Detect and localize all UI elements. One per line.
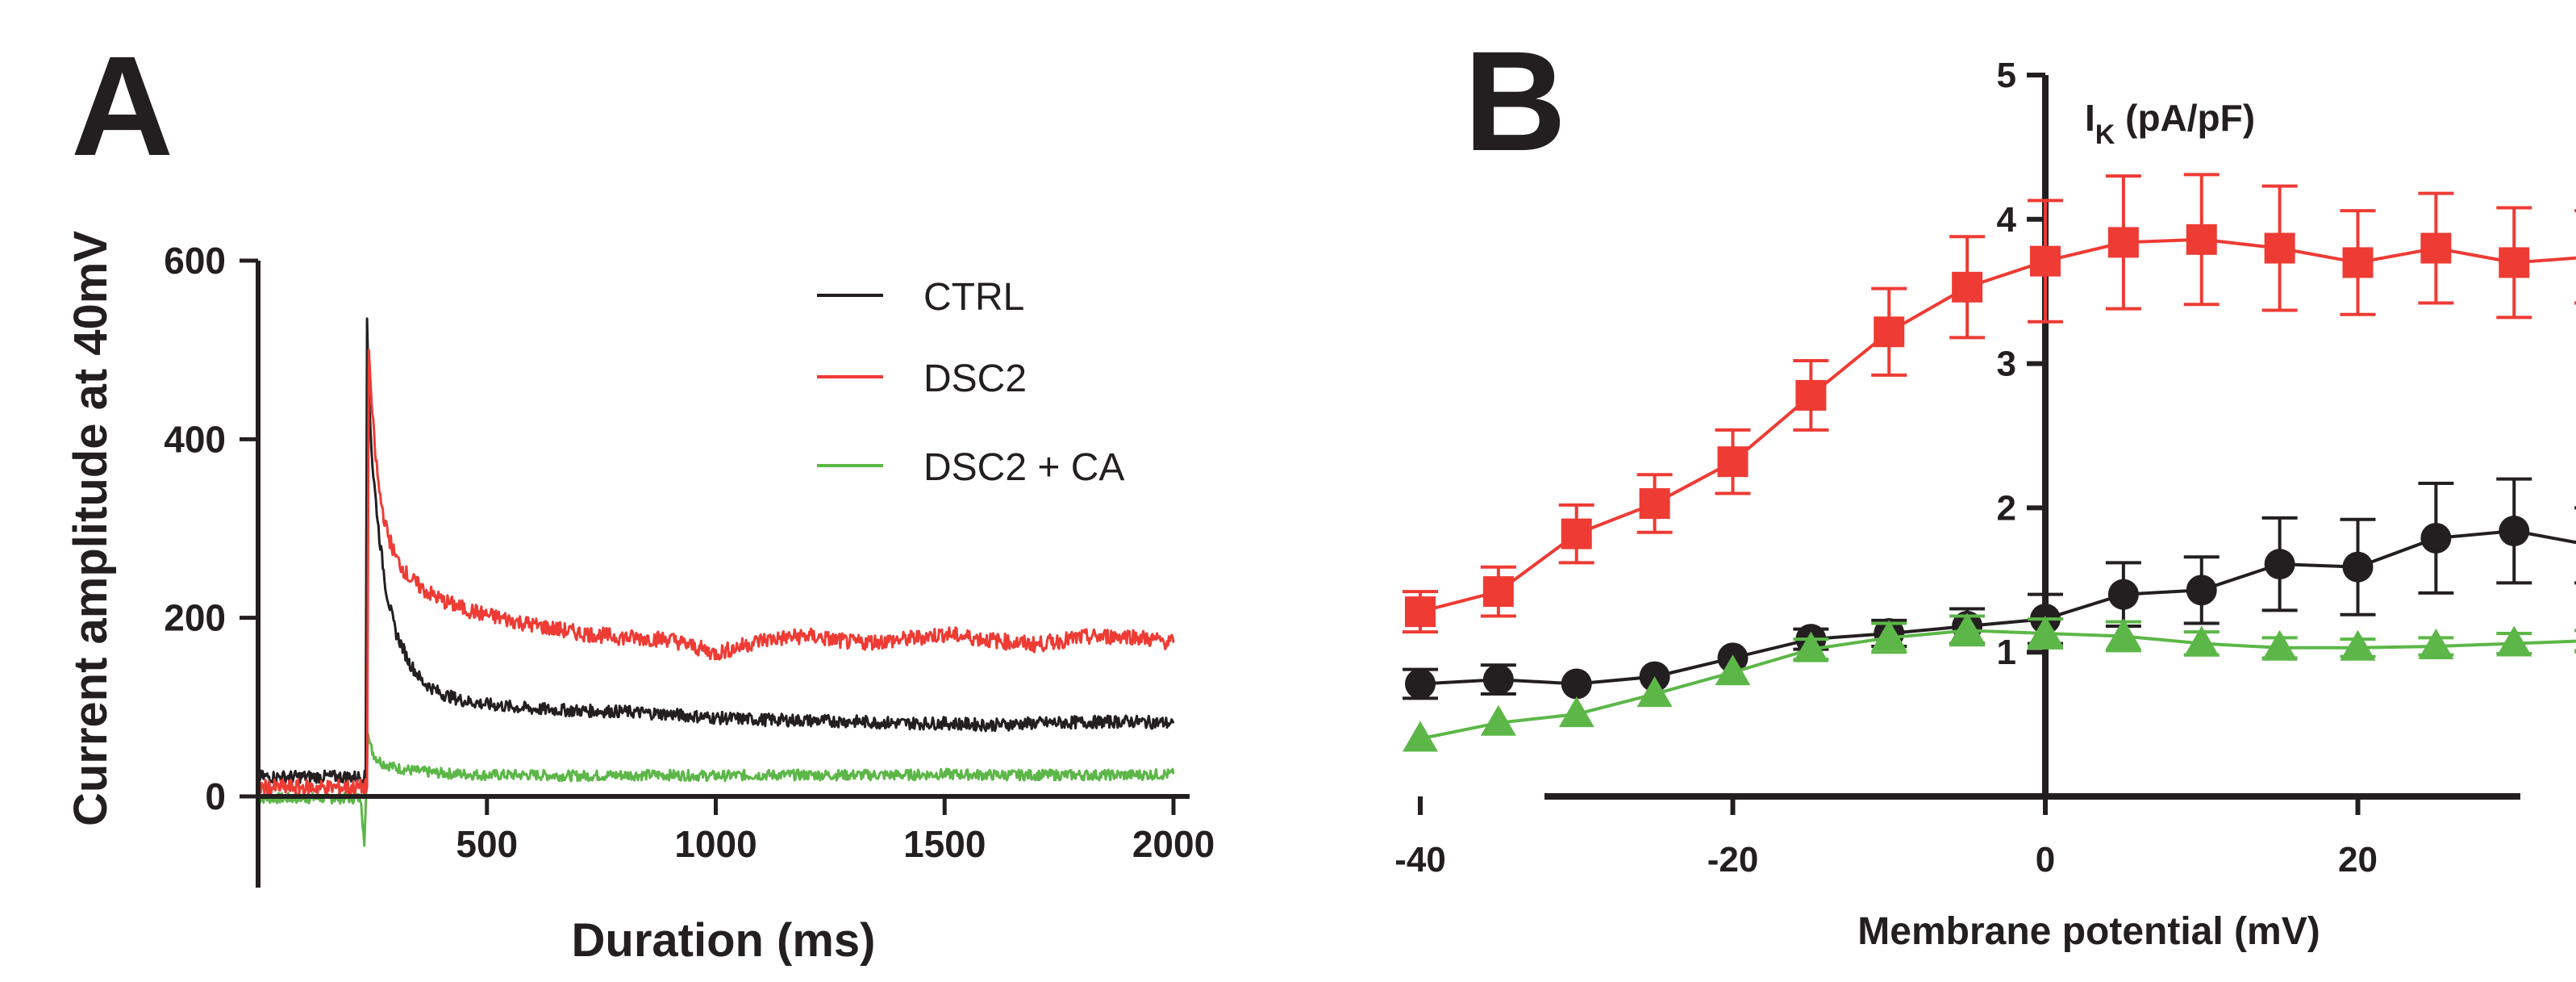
panel-a-legend: CTRL DSC2 DSC2 + CA — [817, 276, 1124, 489]
panel-b-y-tick-label: 4 — [1997, 200, 2017, 240]
data-point-square — [1717, 446, 1749, 478]
series-dsc2-ca — [1403, 612, 2576, 752]
data-point-triangle — [2183, 625, 2220, 657]
data-point-triangle — [1558, 696, 1594, 728]
panel-b-ticks: -40-200204012345 — [1394, 56, 2378, 880]
data-point-triangle — [2496, 625, 2532, 657]
ylabel-main: I — [2085, 97, 2095, 139]
data-point-square — [1482, 576, 1514, 608]
panel-a-x-tick-label: 500 — [456, 823, 518, 865]
data-point-square — [2420, 232, 2452, 264]
data-point-triangle — [2418, 629, 2454, 659]
panel-label-a: A — [71, 27, 173, 186]
panel-b-series — [1403, 173, 2576, 752]
panel-a-x-tick-label: 1000 — [674, 823, 757, 865]
series-dsc2 — [1403, 173, 2576, 634]
data-point-square — [1561, 518, 1592, 550]
legend-label-ctrl: CTRL — [923, 276, 1024, 319]
data-point-triangle — [1715, 654, 1751, 686]
data-point-square — [2264, 232, 2295, 264]
panel-a-x-tick-label: 2000 — [1132, 823, 1215, 865]
panel-b-y-tick-label: 3 — [1997, 345, 2016, 384]
panel-b-y-tick-label: 5 — [1997, 56, 2016, 95]
panel-a-y-axis-title: Current amplitude at 40mV — [65, 231, 117, 826]
trace-ctrl — [256, 317, 1175, 784]
data-point-triangle — [1871, 620, 1907, 651]
data-point-square — [2186, 224, 2217, 255]
trace-dsc2-ca — [257, 733, 1175, 847]
data-point-triangle — [2105, 618, 2141, 650]
data-point-square — [1952, 271, 1983, 303]
data-point-triangle — [1636, 676, 1673, 708]
panel-b-axes — [1544, 75, 2520, 800]
data-point-triangle — [1480, 704, 1516, 736]
data-point-square — [2030, 245, 2061, 277]
panel-b-y-tick-label: 2 — [1997, 488, 2016, 528]
panel-b-x-axis-title: Membrane potential (mV) — [1857, 910, 2320, 953]
data-point-circle — [2420, 522, 2452, 554]
data-point-square — [2107, 227, 2139, 258]
panel-a-y-tick-label: 400 — [164, 418, 226, 460]
panel-b-x-tick-label: 20 — [2338, 840, 2378, 880]
panel-b-x-tick-label: -20 — [1707, 840, 1759, 880]
panel-b-x-tick-label: 0 — [2036, 840, 2055, 880]
trace-dsc2 — [256, 349, 1175, 797]
legend-label-dsc2: DSC2 — [923, 357, 1027, 400]
series-line — [1419, 237, 2576, 614]
panel-a-y-tick-label: 0 — [205, 775, 226, 817]
data-point-square — [1639, 488, 1670, 520]
data-point-triangle — [2028, 616, 2063, 646]
data-point-circle — [2107, 579, 2139, 610]
ylabel-sub: K — [2095, 119, 2115, 150]
data-point-triangle — [1793, 631, 1829, 662]
data-point-square — [1405, 596, 1436, 628]
panel-a-x-tick-label: 1500 — [903, 823, 986, 865]
data-point-triangle — [2261, 629, 2298, 661]
data-point-circle — [1561, 668, 1592, 700]
data-point-triangle — [2340, 629, 2376, 661]
data-point-circle — [2186, 575, 2217, 606]
panel-label-b: B — [1464, 23, 1566, 181]
panel-b-y-tick-label: 1 — [1997, 633, 2016, 672]
panel-b-x-tick-label: -40 — [1394, 840, 1446, 880]
panel-b-chart: -40-200204012345 IK (pA/pF) Membrane pot… — [1394, 56, 2576, 953]
panel-a-y-tick-label: 600 — [164, 240, 226, 282]
data-point-circle — [2342, 551, 2374, 583]
panel-a-y-tick-label: 200 — [164, 597, 226, 639]
legend-label-dsc2-ca: DSC2 + CA — [923, 446, 1124, 489]
panel-a-axes — [256, 261, 1190, 888]
data-point-triangle — [1949, 612, 1986, 644]
series-ctrl — [1403, 477, 2576, 700]
data-point-square — [2342, 247, 2374, 278]
panel-a-ticks: 500 1000 1500 2000 0 200 400 600 — [164, 240, 1215, 865]
data-point-circle — [1482, 664, 1514, 696]
panel-b-y-axis-title: IK (pA/pF) — [2085, 97, 2255, 150]
panel-a-x-axis-title: Duration (ms) — [572, 914, 876, 967]
panel-a-traces — [256, 317, 1175, 847]
data-point-square — [1795, 379, 1827, 411]
data-point-triangle — [1403, 721, 1438, 752]
data-point-circle — [1405, 668, 1436, 700]
ylabel-unit: (pA/pF) — [2115, 97, 2255, 139]
data-point-circle — [2499, 516, 2530, 547]
data-point-circle — [2264, 549, 2295, 580]
data-point-square — [2499, 247, 2530, 278]
data-point-square — [1874, 316, 1905, 348]
